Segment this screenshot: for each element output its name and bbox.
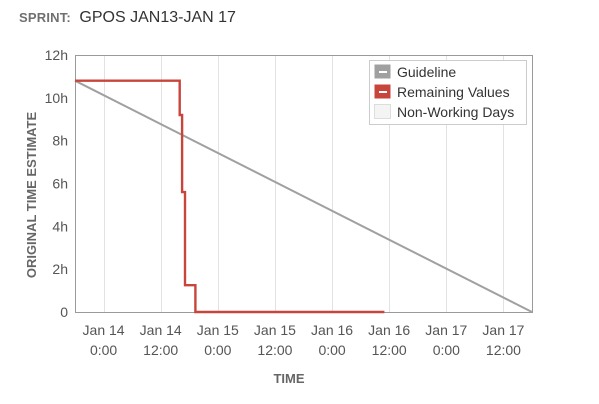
x-axis-title: TIME	[273, 371, 304, 386]
x-tick-label-date: Jan 14	[83, 322, 125, 338]
x-tick-label-date: Jan 17	[482, 322, 524, 338]
x-tick-label-date: Jan 15	[197, 322, 239, 338]
x-tick-label-date: Jan 14	[140, 322, 182, 338]
x-tick-label-date: Jan 16	[311, 322, 353, 338]
x-tick-label-time: 0:00	[433, 342, 460, 358]
legend: Guideline Remaining Values Non-Working Day…	[369, 60, 527, 125]
sprint-header: SPRINT: GPOS JAN13-JAN 17	[19, 9, 236, 27]
y-tick-label: 2h	[52, 261, 68, 277]
x-tick-label-date: Jan 16	[368, 322, 410, 338]
y-tick-label: 10h	[45, 90, 68, 106]
x-tick-label-time: 0:00	[90, 342, 117, 358]
x-tick-label-time: 12:00	[257, 342, 292, 358]
x-axis-ticks: Jan 14 0:00 Jan 14 12:00 Jan 15 0:00 Jan 15 12:…	[83, 322, 525, 358]
y-tick-label: 0	[60, 304, 68, 320]
legend-box	[369, 60, 527, 125]
x-tick-label-date: Jan 17	[425, 322, 467, 338]
y-axis-title: ORIGINAL TIME ESTIMATE	[24, 111, 39, 278]
sprint-label: SPRINT:	[19, 10, 71, 25]
guideline-line	[74, 79, 533, 313]
y-axis-ticks: 0 2h 4h 6h 8h 10h 12h	[45, 47, 69, 320]
y-tick-label: 6h	[52, 176, 68, 192]
x-tick-label-time: 12:00	[486, 342, 521, 358]
legend-label: Non-Working Days	[397, 104, 514, 120]
x-tick-label-time: 0:00	[204, 342, 231, 358]
y-tick-label: 4h	[52, 218, 68, 234]
y-tick-label: 12h	[45, 47, 68, 63]
x-tick-label-time: 12:00	[372, 342, 407, 358]
legend-label: Remaining Values	[397, 84, 510, 100]
legend-label: Guideline	[397, 64, 456, 80]
sprint-name: GPOS JAN13-JAN 17	[79, 9, 236, 26]
x-tick-label-time: 12:00	[143, 342, 178, 358]
legend-swatch	[374, 104, 391, 119]
x-tick-label-date: Jan 15	[254, 322, 296, 338]
series-lines	[74, 79, 533, 314]
remaining-values-line	[75, 79, 385, 314]
x-tick-label-time: 0:00	[318, 342, 345, 358]
y-tick-label: 8h	[52, 133, 68, 149]
